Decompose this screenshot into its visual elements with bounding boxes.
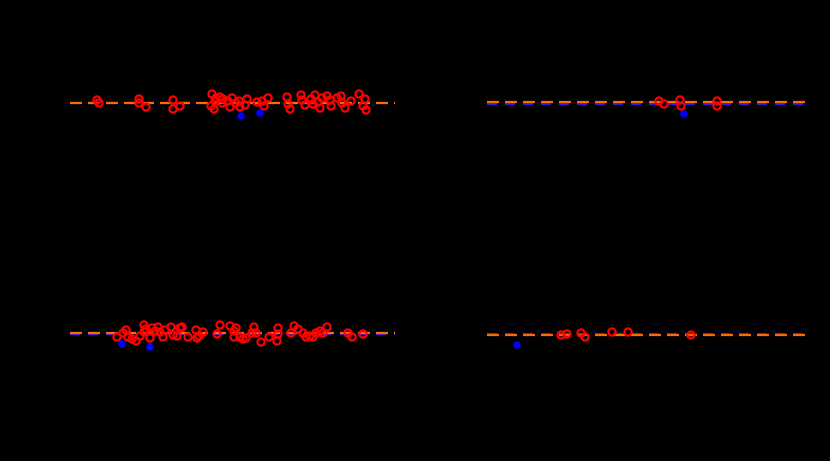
data-point: [177, 322, 187, 332]
panel-top-left: [70, 89, 395, 120]
data-point: [283, 99, 293, 109]
data-point: [580, 332, 590, 342]
data-point: [263, 93, 273, 103]
data-point: [229, 332, 239, 342]
data-point: [712, 101, 722, 111]
data-point: [285, 104, 295, 114]
data-point: [166, 322, 176, 332]
data-point: [326, 101, 336, 111]
outlier-point: [513, 341, 521, 349]
data-point: [168, 330, 178, 340]
outlier-point: [256, 109, 264, 117]
data-point: [296, 90, 306, 100]
data-point: [251, 328, 261, 338]
data-point: [235, 102, 245, 112]
data-point: [272, 336, 282, 346]
data-point: [659, 99, 669, 109]
outlier-point: [237, 112, 245, 120]
data-point: [231, 323, 241, 333]
data-point: [218, 94, 228, 104]
data-point: [175, 101, 185, 111]
data-point: [183, 332, 193, 342]
data-point: [308, 99, 318, 109]
data-point: [273, 323, 283, 333]
data-point: [623, 327, 633, 337]
data-point: [215, 320, 225, 330]
data-point: [256, 337, 266, 347]
data-point: [172, 331, 182, 341]
outlier-point: [118, 340, 126, 348]
data-point: [607, 327, 617, 337]
data-point: [94, 98, 104, 108]
panel-bottom-left: [70, 320, 395, 351]
data-point: [212, 329, 222, 339]
data-point: [259, 101, 269, 111]
panel-top-right: [487, 95, 810, 118]
data-point: [712, 96, 722, 106]
data-point: [168, 95, 178, 105]
data-point: [198, 327, 208, 337]
data-point: [346, 96, 356, 106]
data-point: [354, 89, 364, 99]
data-point: [242, 94, 252, 104]
data-point: [676, 101, 686, 111]
data-point: [241, 333, 251, 343]
data-point: [340, 103, 350, 113]
outlier-point: [146, 343, 154, 351]
data-point: [361, 105, 371, 115]
data-point: [145, 333, 155, 343]
outlier-point: [680, 110, 688, 118]
data-point: [192, 333, 202, 343]
data-point: [562, 329, 572, 339]
data-point: [686, 330, 696, 340]
data-point: [317, 93, 327, 103]
data-point: [264, 332, 274, 342]
data-point: [134, 98, 144, 108]
data-point: [134, 94, 144, 104]
data-point: [252, 97, 262, 107]
data-point: [347, 332, 357, 342]
data-point: [300, 100, 310, 110]
data-point: [360, 94, 370, 104]
data-point: [141, 102, 151, 112]
data-point: [322, 322, 332, 332]
data-point: [358, 329, 368, 339]
panel-bottom-right: [487, 327, 810, 349]
data-point: [315, 103, 325, 113]
